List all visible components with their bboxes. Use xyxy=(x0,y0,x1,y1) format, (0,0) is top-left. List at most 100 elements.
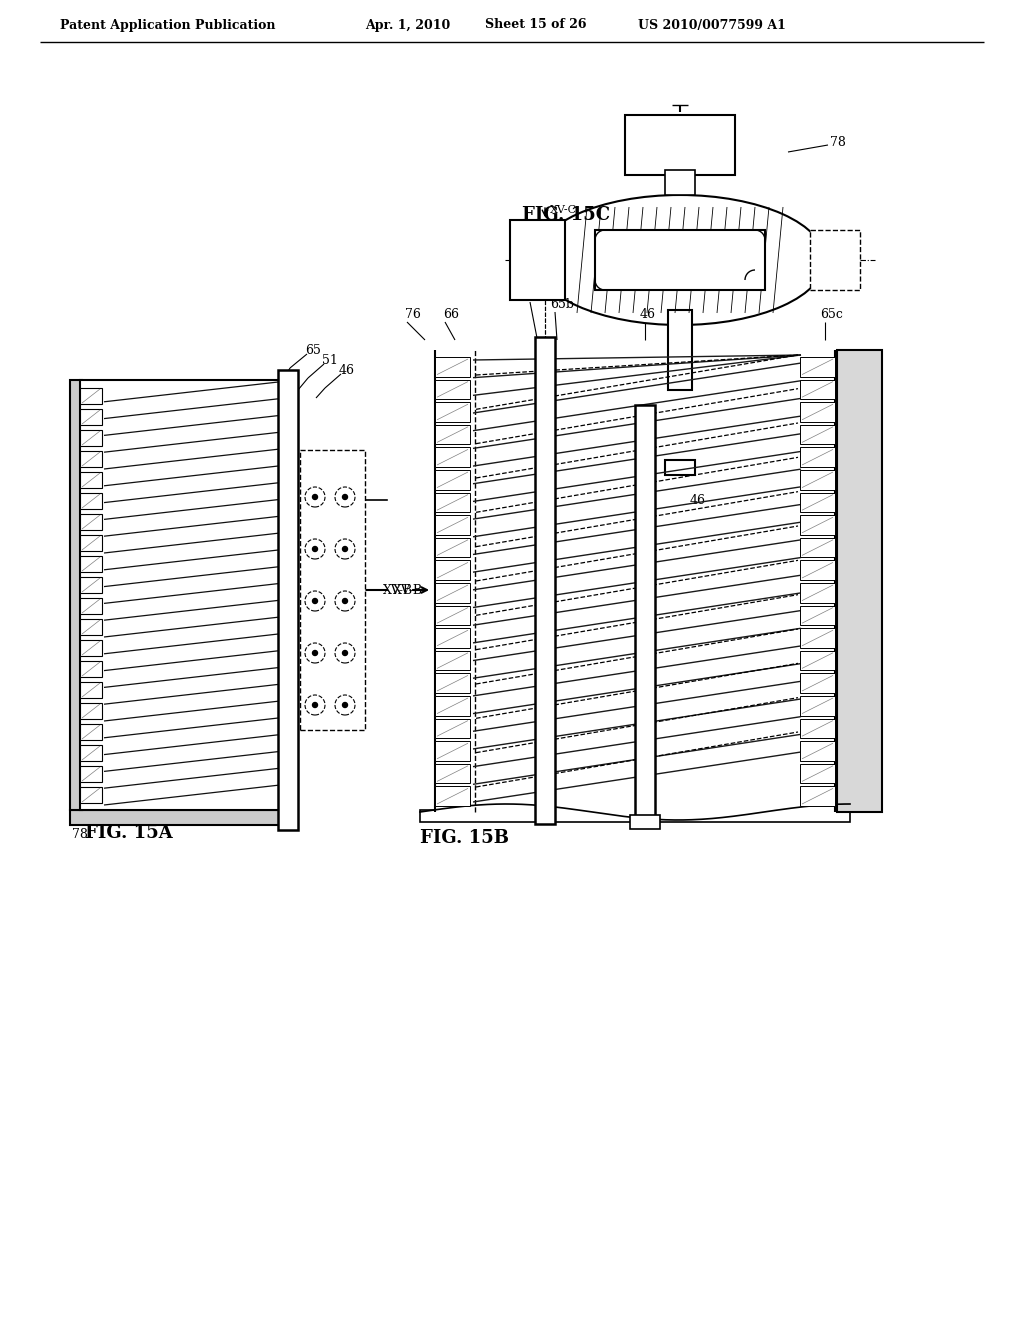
Text: Patent Application Publication: Patent Application Publication xyxy=(60,18,275,32)
Polygon shape xyxy=(435,606,470,626)
Text: 65c: 65c xyxy=(820,309,843,322)
Polygon shape xyxy=(800,537,835,557)
Polygon shape xyxy=(80,577,102,593)
Polygon shape xyxy=(80,513,102,531)
Text: 46: 46 xyxy=(688,519,705,532)
Text: 66: 66 xyxy=(443,309,459,322)
Polygon shape xyxy=(435,470,470,490)
Polygon shape xyxy=(435,787,470,807)
Polygon shape xyxy=(800,651,835,671)
Text: XV-C: XV-C xyxy=(550,205,578,215)
Polygon shape xyxy=(435,515,470,535)
Polygon shape xyxy=(80,744,102,762)
Text: 76: 76 xyxy=(406,309,421,322)
Polygon shape xyxy=(800,425,835,445)
Polygon shape xyxy=(435,764,470,783)
Polygon shape xyxy=(435,696,470,715)
Text: 78: 78 xyxy=(830,136,846,149)
Text: XV-B: XV-B xyxy=(393,583,423,597)
Bar xyxy=(70,380,82,810)
Polygon shape xyxy=(435,425,470,445)
Polygon shape xyxy=(800,515,835,535)
Polygon shape xyxy=(435,742,470,760)
Polygon shape xyxy=(80,473,102,488)
Polygon shape xyxy=(800,492,835,512)
Polygon shape xyxy=(80,682,102,698)
Polygon shape xyxy=(80,430,102,446)
Circle shape xyxy=(312,546,317,552)
Text: FIG. 15B: FIG. 15B xyxy=(420,829,509,847)
Text: 46: 46 xyxy=(698,449,714,462)
Text: ←: ← xyxy=(580,393,592,407)
Text: 78: 78 xyxy=(72,829,88,842)
Polygon shape xyxy=(435,537,470,557)
Polygon shape xyxy=(435,583,470,603)
Polygon shape xyxy=(80,640,102,656)
Text: XV-B: XV-B xyxy=(383,583,413,597)
Polygon shape xyxy=(435,673,470,693)
Bar xyxy=(665,459,695,475)
Circle shape xyxy=(312,495,317,499)
Polygon shape xyxy=(435,356,470,376)
Text: ←XV-C: ←XV-C xyxy=(510,248,551,261)
Text: FIG. 15A: FIG. 15A xyxy=(85,824,173,842)
Circle shape xyxy=(312,651,317,656)
Bar xyxy=(510,220,565,300)
Polygon shape xyxy=(800,787,835,807)
Polygon shape xyxy=(800,696,835,715)
Bar xyxy=(595,230,765,290)
Circle shape xyxy=(342,651,347,656)
Polygon shape xyxy=(435,628,470,648)
Polygon shape xyxy=(800,628,835,648)
Bar xyxy=(280,380,288,810)
Text: Sheet 15 of 26: Sheet 15 of 26 xyxy=(485,18,587,32)
Polygon shape xyxy=(435,380,470,399)
Bar xyxy=(535,337,555,824)
Polygon shape xyxy=(80,492,102,510)
Polygon shape xyxy=(80,535,102,550)
Polygon shape xyxy=(800,356,835,376)
Text: 65a: 65a xyxy=(523,289,547,301)
Polygon shape xyxy=(800,583,835,603)
Ellipse shape xyxy=(535,195,825,325)
Bar xyxy=(300,450,365,730)
Polygon shape xyxy=(80,556,102,572)
Circle shape xyxy=(342,495,347,499)
Text: US 2010/0077599 A1: US 2010/0077599 A1 xyxy=(638,18,785,32)
Circle shape xyxy=(342,598,347,603)
Polygon shape xyxy=(80,766,102,781)
Polygon shape xyxy=(800,606,835,626)
Bar xyxy=(80,380,285,810)
Polygon shape xyxy=(800,742,835,760)
Polygon shape xyxy=(435,403,470,422)
Bar xyxy=(435,350,835,812)
Text: 65: 65 xyxy=(305,343,321,356)
Text: 65b: 65b xyxy=(550,298,574,312)
Polygon shape xyxy=(435,561,470,579)
Bar xyxy=(420,810,850,822)
Circle shape xyxy=(312,598,317,603)
Polygon shape xyxy=(80,598,102,614)
Polygon shape xyxy=(80,661,102,677)
Bar xyxy=(837,350,882,812)
Bar xyxy=(810,230,860,290)
Text: FIG. 15C: FIG. 15C xyxy=(522,206,610,224)
Polygon shape xyxy=(800,447,835,467)
Polygon shape xyxy=(800,764,835,783)
Circle shape xyxy=(342,546,347,552)
Circle shape xyxy=(342,702,347,708)
Text: 65c: 65c xyxy=(830,239,853,252)
Polygon shape xyxy=(80,619,102,635)
Polygon shape xyxy=(800,673,835,693)
Bar xyxy=(70,810,295,825)
Polygon shape xyxy=(800,380,835,399)
Polygon shape xyxy=(80,723,102,741)
Polygon shape xyxy=(800,718,835,738)
Polygon shape xyxy=(80,704,102,719)
Bar xyxy=(630,814,660,829)
Bar xyxy=(278,370,298,830)
Polygon shape xyxy=(800,470,835,490)
Polygon shape xyxy=(80,388,102,404)
Polygon shape xyxy=(80,409,102,425)
Text: 46: 46 xyxy=(640,309,656,322)
